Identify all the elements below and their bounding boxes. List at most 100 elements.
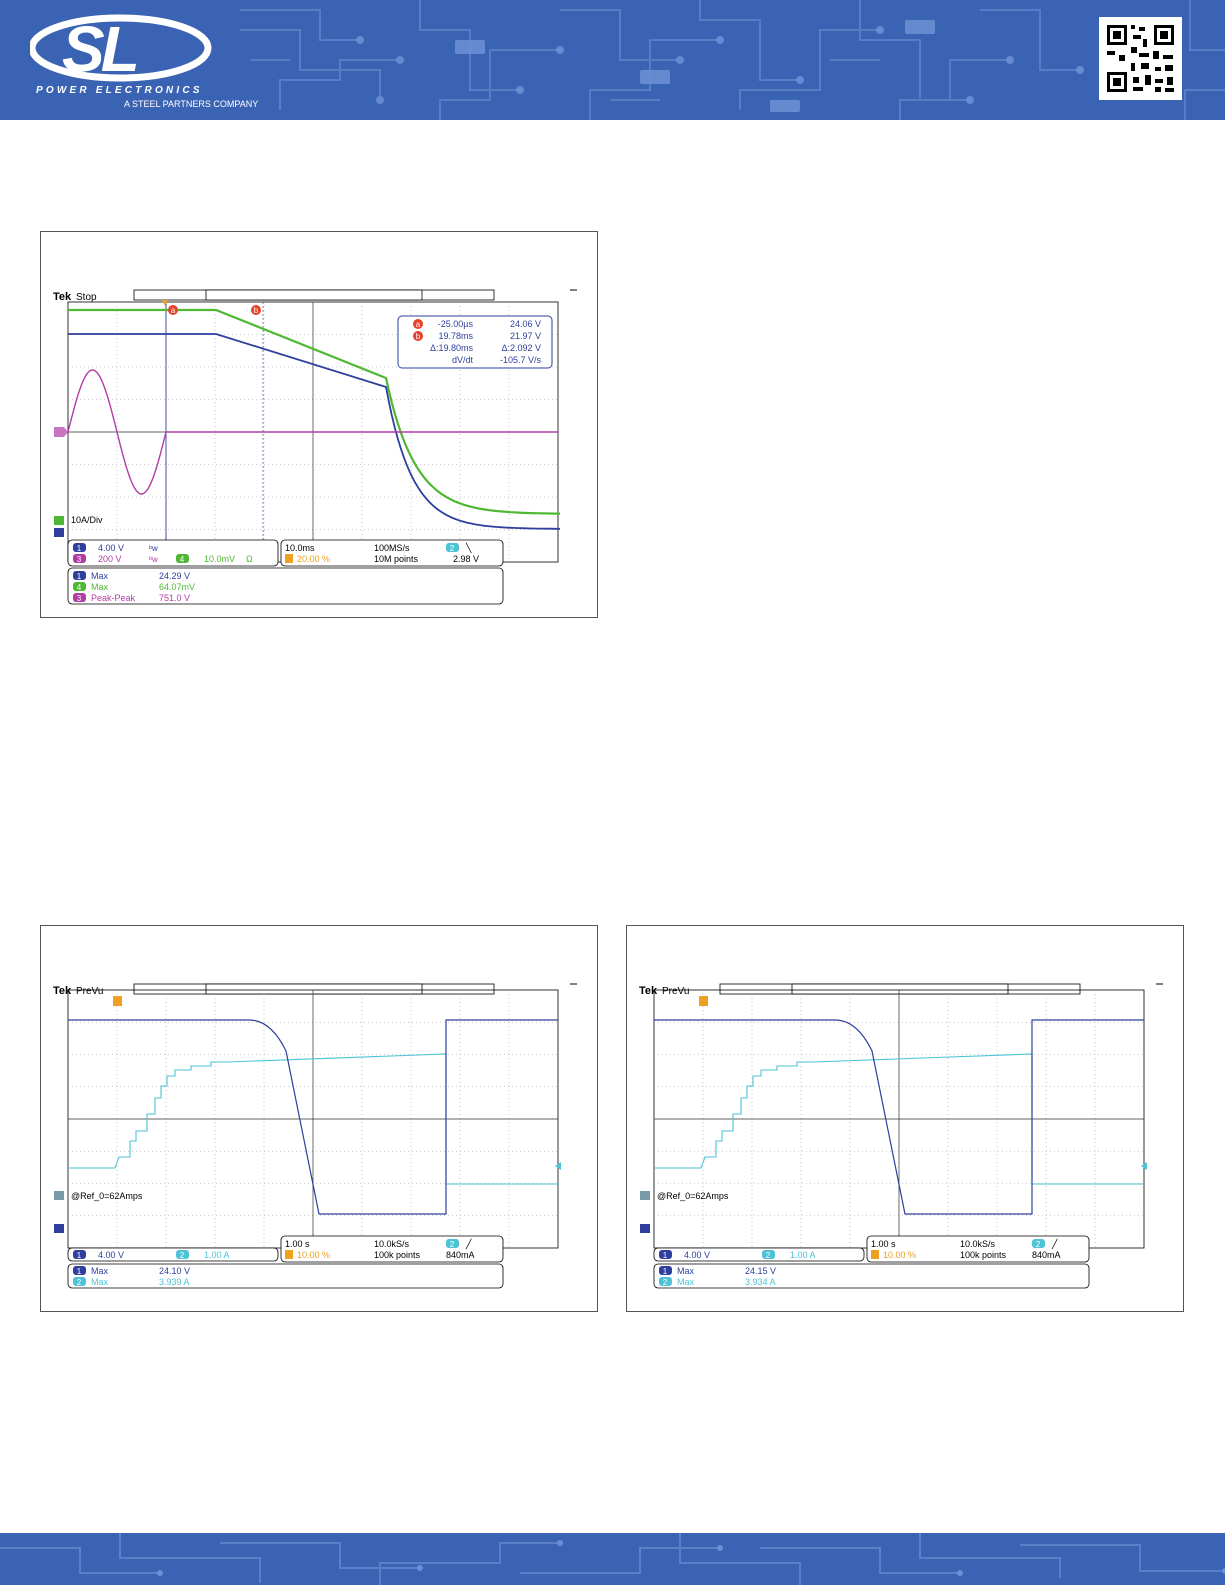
ch2-offscreen-arrow-icon — [555, 1162, 561, 1170]
trigger-pos: 20.00 % — [297, 554, 330, 564]
cursor-a-marker — [168, 305, 178, 315]
ch4-scale: 10.0mV — [204, 554, 235, 564]
cursor-a-time: -25.00µs — [438, 319, 474, 329]
meas-value: 24.29 V — [159, 571, 190, 581]
page-footer — [0, 1533, 1225, 1585]
ch1-scale: 4.00 V — [98, 1250, 124, 1260]
meas-channel-badge — [73, 593, 86, 602]
measurements-box — [653, 1263, 1090, 1289]
cursor-b-badge — [413, 331, 423, 341]
record-length: 10M points — [374, 554, 419, 564]
ch2-scale: 1.00 A — [204, 1250, 230, 1260]
sample-rate: 10.0kS/s — [374, 1239, 410, 1249]
cursor-a-letter: a — [416, 320, 421, 329]
meas-label: Max — [91, 1277, 109, 1287]
qr-code-graphic — [1107, 25, 1174, 92]
meas-value: 3.939 A — [159, 1277, 190, 1287]
scope-1-measurements — [67, 567, 504, 605]
scope-2-record-window — [205, 983, 423, 995]
ch2-offscreen-arrow-icon — [1141, 1162, 1147, 1170]
scope-screenshot-1: Tek Stop a b -25.00µs 24.06 V 19.78ms 21… — [40, 231, 598, 618]
logo-brand-line: POWER ELECTRONICS — [36, 85, 203, 96]
sample-rate: 10.0kS/s — [960, 1239, 996, 1249]
meas-channel-badge — [659, 1266, 672, 1275]
trigger-level: 840mA — [446, 1250, 475, 1260]
timebase: 1.00 s — [871, 1239, 896, 1249]
meas-value: 751.0 V — [159, 593, 190, 603]
ch1-ground-marker — [640, 1224, 650, 1233]
ch1-trace — [68, 333, 560, 530]
cursor-b-value: 21.97 V — [510, 331, 541, 341]
cursor-b-marker — [251, 305, 261, 315]
channel-settings-box — [67, 1247, 279, 1262]
measurements-box — [67, 1263, 504, 1289]
ch2-badge-number: 2 — [766, 1251, 771, 1260]
scope-2-display: Tek PreVu @Ref_0=62Amps 1 4.00 V 2 1.00 A 1.… — [53, 983, 577, 1289]
scope-1-brand: Tek — [53, 291, 72, 303]
sample-rate: 100MS/s — [374, 543, 410, 553]
ch1-scale: 4.00 V — [684, 1250, 710, 1260]
ch4-badge — [176, 554, 189, 563]
meas-channel-number: 1 — [663, 1267, 668, 1276]
dvdt-label: dV/dt — [452, 355, 474, 365]
scope-3-ref-label: @Ref_0=62Amps — [657, 1191, 729, 1201]
ch2-scale: 1.00 A — [790, 1250, 816, 1260]
meas-channel-number: 2 — [77, 1278, 82, 1287]
cursor-b-marker-letter: b — [254, 306, 259, 315]
meas-channel-number: 4 — [77, 583, 82, 592]
dvdt-value: -105.7 V/s — [500, 355, 542, 365]
ch3-scale: 200 V — [98, 554, 122, 564]
meas-channel-badge — [73, 1277, 86, 1286]
meas-label: Max — [677, 1277, 695, 1287]
logo-text: SL — [62, 13, 140, 85]
scope-3-graticule — [653, 989, 1145, 1249]
circuit-pattern — [240, 0, 1225, 120]
ch2-trace — [654, 1053, 1144, 1185]
scope-3-state: PreVu — [662, 986, 689, 997]
meas-value: 24.15 V — [745, 1266, 776, 1276]
cursor-b-letter: b — [416, 332, 421, 341]
cursor-a-marker-letter: a — [171, 306, 176, 315]
company-logo: SL POWER ELECTRONICS A STEEL PARTNERS CO… — [30, 10, 258, 110]
ch3-trace — [67, 369, 558, 495]
meas-label: Max — [91, 1266, 109, 1276]
trigger-pos-icon — [871, 1250, 879, 1259]
ch1-trace — [68, 1019, 558, 1215]
ch3-bw-icon: ᵇw — [149, 555, 158, 564]
ch1-badge-number: 1 — [663, 1251, 668, 1260]
ch2-badge — [176, 1250, 189, 1259]
scope-2-graticule — [67, 989, 559, 1249]
scope-3-trigger-marker — [699, 996, 708, 1006]
scope-1-display: Tek Stop a b -25.00µs 24.06 V 19.78ms 21… — [53, 289, 577, 605]
trigger-channel: 2 — [450, 1240, 455, 1249]
ch3-badge-number: 3 — [77, 555, 82, 564]
scope-1-state: Stop — [76, 292, 97, 303]
meas-label: Max — [91, 571, 109, 581]
meas-value: 3.934 A — [745, 1277, 776, 1287]
cursor-a-badge — [413, 319, 423, 329]
ch3-badge — [73, 554, 86, 563]
cursor-a-value: 24.06 V — [510, 319, 541, 329]
meas-channel-number: 2 — [663, 1278, 668, 1287]
meas-channel-number: 1 — [77, 572, 82, 581]
record-length: 100k points — [960, 1250, 1007, 1260]
scope-2-state: PreVu — [76, 986, 103, 997]
trigger-level: 840mA — [1032, 1250, 1061, 1260]
trigger-channel-badge — [446, 543, 459, 552]
scope-1-cursor-readout — [397, 315, 553, 369]
meas-value: 64.07mV — [159, 582, 195, 592]
trigger-pos: 10.00 % — [883, 1250, 916, 1260]
scope-3-display: Tek PreVu @Ref_0=62Amps 1 4.00 V 2 1.00 A 1.… — [639, 983, 1163, 1289]
trigger-channel-badge — [446, 1239, 459, 1248]
trigger-channel: 2 — [450, 544, 455, 553]
ch4-ohm: Ω — [246, 554, 253, 564]
ch4-trace — [68, 308, 561, 515]
footer-circuit-pattern — [0, 1533, 1225, 1585]
trigger-position-marker — [162, 300, 168, 306]
meas-channel-number: 3 — [77, 594, 82, 603]
meas-channel-number: 1 — [77, 1267, 82, 1276]
scope-screenshot-3: Tek PreVu @Ref_0=62Amps 1 4.00 V 2 1.00 A 1.… — [626, 925, 1184, 1312]
logo-swoosh-icon — [30, 14, 212, 82]
scope-1-record-window — [205, 289, 423, 301]
ch2-ground-marker — [54, 1191, 64, 1200]
